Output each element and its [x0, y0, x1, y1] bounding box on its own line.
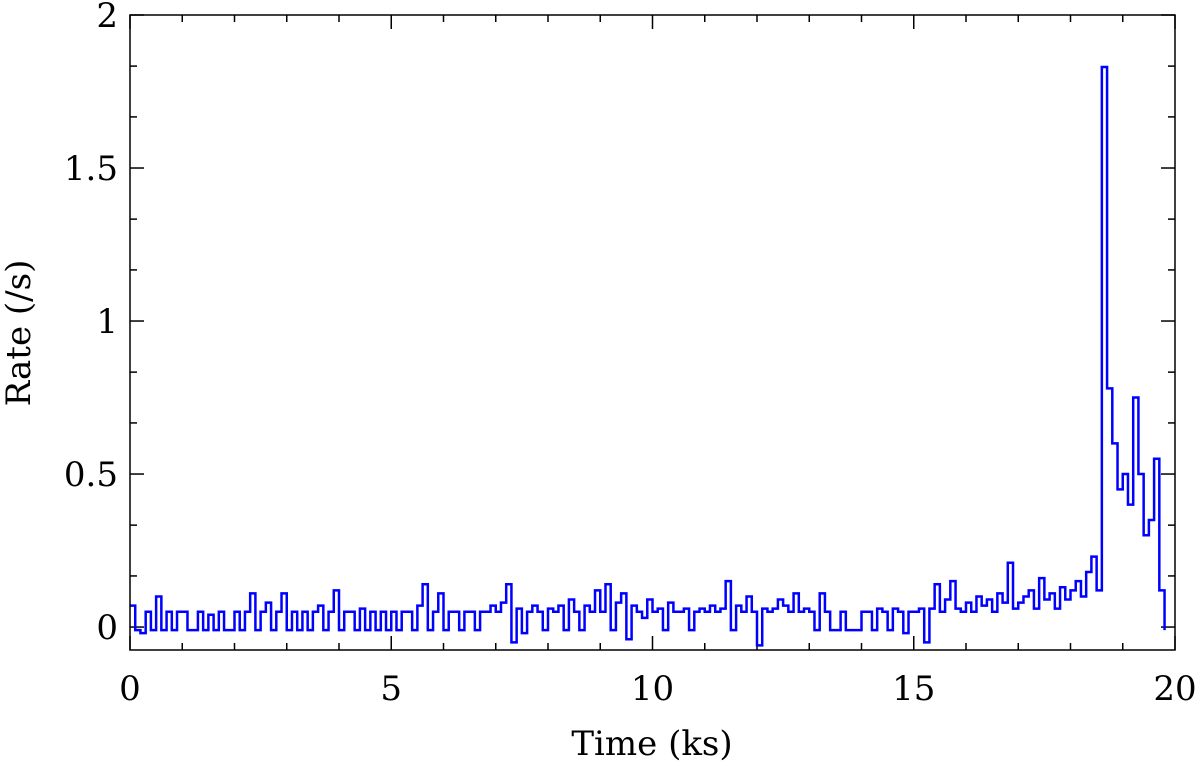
y-tick-label: 0.5 [64, 455, 118, 495]
x-axis-label: Time (ks) [571, 724, 732, 762]
x-tick-label: 0 [119, 669, 141, 709]
x-tick-label: 20 [1153, 669, 1196, 709]
y-tick-label: 1 [96, 302, 118, 342]
x-tick-label: 10 [631, 669, 674, 709]
y-axis-label: Rate (/s) [0, 260, 39, 407]
plot-frame [129, 14, 1176, 651]
y-tick-label: 2 [96, 0, 118, 36]
x-tick-label: 15 [892, 669, 935, 709]
y-tick-label: 1.5 [64, 149, 118, 189]
light-curve [130, 65, 1166, 647]
y-tick-label: 0 [96, 608, 118, 648]
x-tick-label: 5 [380, 669, 402, 709]
